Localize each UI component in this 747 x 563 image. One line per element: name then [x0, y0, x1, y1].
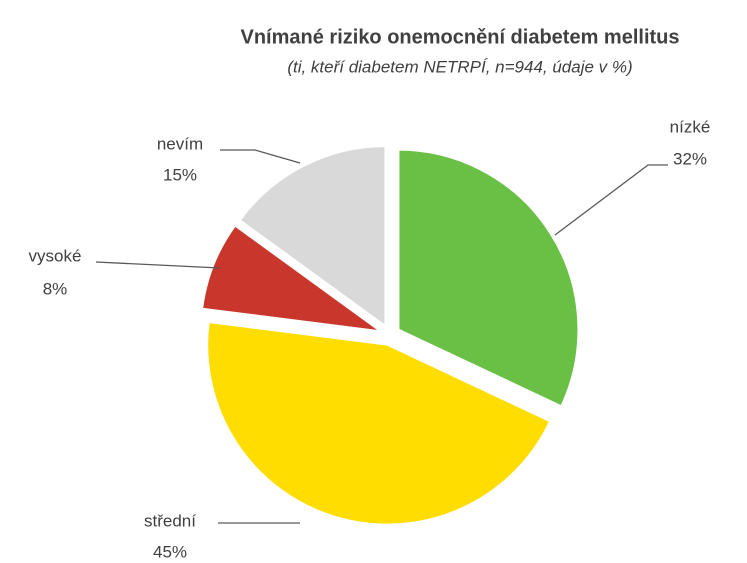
leader-line — [220, 149, 301, 164]
slice-value-label: 8% — [43, 279, 68, 298]
slice-label: střední — [144, 511, 196, 530]
pie-slice — [397, 148, 580, 408]
chart-title: Vnímané riziko onemocnění diabetem melli… — [241, 26, 680, 48]
chart-subtitle: (ti, kteří diabetem NETRPÍ, n=944, údaje… — [287, 57, 632, 76]
pie-slice — [238, 145, 387, 329]
pie-slice — [201, 224, 382, 333]
slice-label: nízké — [670, 117, 711, 136]
slice-value-label: 45% — [153, 542, 187, 561]
slice-label: nevím — [157, 134, 203, 153]
slice-value-label: 32% — [673, 149, 707, 168]
pie-slice — [206, 320, 552, 526]
slice-label: vysoké — [29, 246, 82, 265]
leader-line — [95, 261, 221, 269]
slice-value-label: 15% — [163, 165, 197, 184]
leader-line — [554, 164, 668, 236]
